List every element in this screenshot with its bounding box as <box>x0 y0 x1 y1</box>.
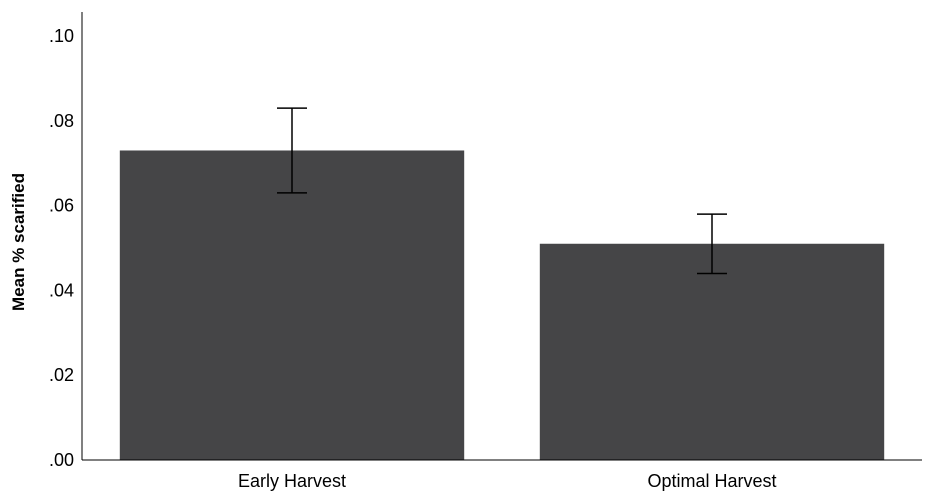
bars <box>119 150 885 461</box>
error-bars <box>277 107 727 275</box>
y-tick-label: .00 <box>49 450 74 470</box>
y-tick-label: .06 <box>49 196 74 216</box>
x-axis-labels: Early Harvest Optimal Harvest <box>238 471 777 491</box>
y-tick-label: .08 <box>49 111 74 131</box>
error-bar <box>277 107 307 194</box>
x-tick-label: Early Harvest <box>238 471 346 491</box>
y-tick-label: .04 <box>49 280 74 300</box>
y-axis-ticks: .00 .02 .04 .06 .08 .10 <box>49 26 74 470</box>
bar <box>119 150 465 461</box>
y-tick-label: .02 <box>49 365 74 385</box>
y-axis-title: Mean % scarified <box>9 173 28 311</box>
y-tick-label: .10 <box>49 26 74 46</box>
x-tick-label: Optimal Harvest <box>647 471 776 491</box>
error-bar <box>697 213 727 275</box>
bar <box>539 243 885 460</box>
